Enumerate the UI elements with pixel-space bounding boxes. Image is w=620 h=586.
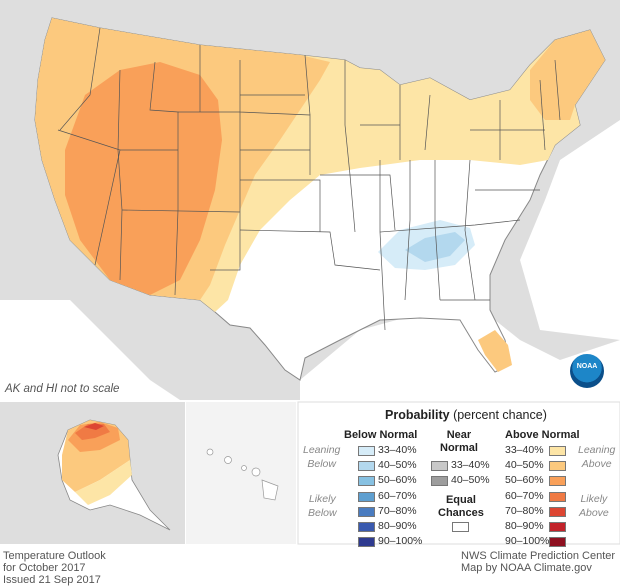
florida-above-normal-region [478, 330, 512, 372]
above-normal-swatch-3 [549, 491, 566, 502]
above-normal-label-6: 90–100% [505, 535, 550, 548]
above-normal-50-60-region [65, 62, 222, 295]
above-normal-label-4: 70–80% [505, 504, 544, 517]
alaska-above-70-80 [84, 423, 104, 430]
below-normal-swatch-1 [358, 461, 375, 472]
likely-below-label: Likely Below [308, 492, 337, 520]
above-normal-label-5: 80–90% [505, 520, 544, 532]
below-normal-swatch-0 [358, 446, 375, 456]
near-normal-heading: Near Normal [440, 429, 478, 455]
source-credit: NWS Climate Prediction Center Map by NOA… [461, 550, 615, 574]
below-normal-label-3: 60–70% [378, 489, 417, 502]
noaa-logo-text: NOAA [576, 363, 598, 370]
below-normal-swatch-3 [358, 491, 375, 502]
near-normal-heading-line1: Near [446, 429, 472, 441]
above-normal-swatch-4 [549, 506, 566, 517]
below-normal-swatch-6 [358, 537, 375, 548]
noaa-logo: NOAA [568, 352, 606, 390]
above-normal-label-1: 40–50% [505, 459, 544, 472]
equal-chances-label: Equal Chances [438, 494, 484, 520]
state-lines [57, 27, 561, 331]
legend-title: Probability (percent chance) [385, 408, 547, 422]
above-normal-swatch-1 [549, 461, 566, 472]
above-normal-label-0: 33–40% [505, 444, 544, 456]
below-normal-label-6: 90–100% [378, 535, 423, 548]
below-normal-label-5: 80–90% [378, 520, 417, 532]
near-normal-swatch-1 [431, 476, 448, 487]
leaning-above-line2: Above [581, 458, 612, 470]
above-normal-swatch-2 [549, 476, 566, 487]
leaning-below-line1: Leaning [303, 444, 341, 456]
gulf-atlantic-water [300, 300, 620, 400]
likely-above-label: Likely Above [579, 492, 609, 520]
near-normal-label-1: 40–50% [451, 474, 490, 487]
scale-note: AK and HI not to scale [5, 383, 120, 395]
equal-chances-line1: Equal [445, 494, 476, 506]
likely-below-line1: Likely [308, 493, 336, 505]
below-normal-swatch-2 [358, 476, 375, 487]
source-line1: NWS Climate Prediction Center [461, 550, 616, 562]
equal-chances-swatch [452, 522, 469, 532]
outlook-issued: Issued 21 Sep 2017 [3, 574, 101, 586]
source-line2: Map by NOAA Climate.gov [461, 562, 592, 574]
leaning-below-line2: Below [307, 458, 336, 470]
above-normal-swatch-6 [549, 537, 566, 548]
below-normal-label-4: 70–80% [378, 504, 417, 517]
outlook-title: Temperature Outlook [3, 550, 106, 562]
outlook-period: for October 2017 [3, 562, 86, 574]
near-normal-label-0: 33–40% [451, 459, 490, 471]
likely-below-line2: Below [308, 507, 337, 519]
below-normal-40-50-region [405, 232, 465, 262]
equal-chances-line2: Chances [438, 507, 484, 519]
atlantic-ocean [520, 120, 620, 340]
leaning-above-label: Leaning Above [578, 443, 615, 471]
below-normal-swatch-5 [358, 522, 375, 532]
above-normal-label-3: 60–70% [505, 489, 544, 502]
hawaii-islands [206, 448, 279, 501]
leaning-below-label: Leaning Below [303, 443, 340, 471]
near-normal-heading-line2: Normal [440, 442, 478, 454]
alaska-above-33-40 [75, 460, 132, 505]
near-normal-swatch-0 [431, 461, 448, 471]
below-normal-label-0: 33–40% [378, 444, 417, 456]
above-normal-heading: Above Normal [505, 429, 580, 441]
above-normal-swatch-5 [549, 522, 566, 532]
pacific-ocean [0, 300, 180, 400]
above-normal-label-2: 50–60% [505, 474, 544, 487]
legend-title-bold: Probability [385, 408, 450, 422]
leaning-above-line1: Leaning [578, 444, 616, 456]
alaska-above-60-70 [75, 424, 110, 440]
below-normal-heading: Below Normal [344, 429, 418, 441]
hawaii-inset [186, 402, 296, 544]
northeast-above-normal-40-50-region [530, 30, 605, 120]
below-normal-label-1: 40–50% [378, 459, 417, 472]
outlook-credit: Temperature Outlook for October 2017 Iss… [3, 550, 106, 586]
likely-above-line1: Likely [580, 493, 608, 505]
legend-title-rest: (percent chance) [449, 408, 547, 422]
likely-above-line2: Above [579, 507, 609, 519]
below-normal-swatch-4 [358, 506, 375, 517]
above-normal-swatch-0 [549, 446, 566, 456]
legend-frame [297, 401, 620, 545]
below-normal-label-2: 50–60% [378, 474, 417, 487]
